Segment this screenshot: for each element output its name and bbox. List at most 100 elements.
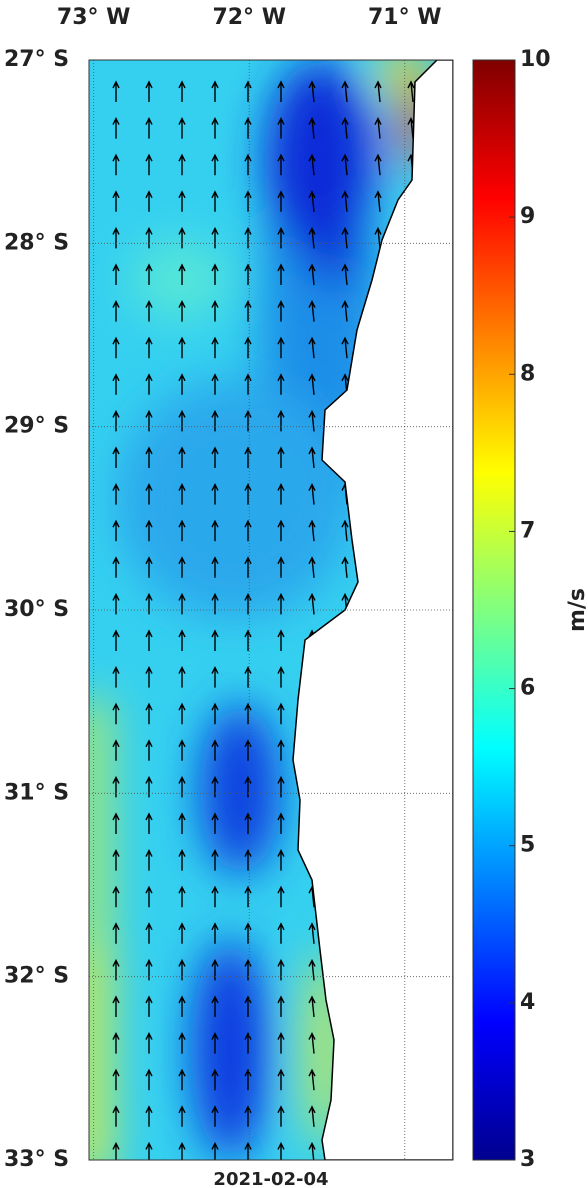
lat-label: 32° S (4, 964, 69, 989)
wind-arrow (244, 666, 252, 688)
wind-arrow (178, 1068, 186, 1091)
wind-arrow (145, 336, 153, 359)
wind-arrow (277, 80, 285, 102)
wind-arrow (277, 1032, 285, 1054)
wind-arrow (178, 1032, 186, 1054)
wind-arrow (112, 409, 120, 432)
wind-arrow (112, 556, 120, 578)
wind-arrow (244, 592, 252, 615)
wind-arrow (112, 300, 120, 322)
wind-arrow (244, 1141, 252, 1160)
wind-arrow (211, 300, 219, 322)
wind-arrow (244, 922, 252, 944)
wind-arrow (277, 300, 285, 322)
wind-arrow (211, 849, 219, 871)
wind-arrow (178, 80, 186, 102)
wind-arrow (211, 1032, 219, 1054)
wind-arrow (277, 483, 285, 505)
wind-arrow (178, 885, 186, 908)
wind-arrow (244, 519, 252, 542)
wind-arrow (341, 300, 349, 322)
wind-arrow (277, 190, 285, 212)
wind-arrow (308, 190, 316, 212)
wind-arrow (178, 1105, 186, 1127)
lat-label: 31° S (4, 780, 69, 805)
wind-arrow (112, 263, 120, 285)
wind-arrow (145, 556, 153, 578)
wind-arrow (178, 153, 186, 176)
wind-arrow (244, 629, 252, 651)
wind-arrow (178, 519, 186, 542)
wind-arrow (112, 336, 120, 359)
colorbar-tick-label: 6 (520, 676, 535, 701)
wind-arrow (277, 666, 285, 688)
wind-arrow (277, 592, 285, 615)
wind-arrow (112, 812, 120, 834)
wind-arrow (277, 812, 285, 834)
wind-arrow (178, 190, 186, 212)
wind-arrow (374, 190, 382, 212)
wind-arrow (277, 922, 285, 944)
wind-arrow (178, 483, 186, 505)
wind-arrow (145, 739, 153, 761)
wind-arrow (112, 373, 120, 395)
wind-arrow (244, 446, 252, 468)
wind-arrow (145, 775, 153, 798)
wind-arrow (277, 885, 285, 908)
wind-arrow (178, 995, 186, 1017)
colorbar-tick-label: 7 (520, 518, 535, 543)
wind-arrow (112, 519, 120, 542)
wind-arrow (178, 666, 186, 688)
wind-arrow (145, 922, 153, 944)
wind-arrow (211, 153, 219, 176)
wind-arrow (308, 336, 316, 359)
wind-arrow (112, 666, 120, 688)
wind-arrow (211, 373, 219, 395)
wind-arrow (277, 153, 285, 176)
wind-arrow (112, 922, 120, 944)
wind-arrow (112, 153, 120, 176)
wind-arrow (145, 117, 153, 139)
wind-arrow (145, 519, 153, 542)
wind-arrow (244, 812, 252, 834)
wind-arrow (308, 373, 316, 395)
wind-arrow (112, 592, 120, 615)
wind-arrow (308, 80, 316, 103)
wind-arrow (178, 702, 186, 725)
wind-arrow (308, 556, 316, 578)
wind-arrow (341, 190, 349, 212)
wind-arrow (308, 483, 316, 505)
wind-arrow (277, 702, 285, 725)
date-label: 2021-02-04 (213, 1169, 328, 1188)
wind-arrow (211, 336, 219, 359)
wind-arrow (145, 190, 153, 212)
wind-arrow (277, 775, 285, 798)
wind-arrow (277, 1105, 285, 1127)
wind-arrow (308, 1032, 316, 1054)
wind-arrow (145, 702, 153, 725)
colorbar-tick-label: 4 (520, 990, 535, 1015)
lat-label: 28° S (4, 230, 69, 255)
colorbar-tick-label: 5 (520, 833, 535, 858)
wind-speed-field (89, 60, 453, 1160)
wind-arrow (145, 1141, 153, 1160)
wind-arrow (211, 995, 219, 1017)
wind-arrow (145, 153, 153, 176)
wind-arrow (244, 153, 252, 176)
wind-arrow (277, 226, 285, 249)
lat-label: 29° S (4, 414, 69, 439)
wind-arrow (178, 1141, 186, 1160)
lat-label: 30° S (4, 597, 69, 622)
wind-arrow (277, 739, 285, 761)
wind-arrow (211, 446, 219, 468)
wind-arrow (178, 775, 186, 798)
lon-label: 72° W (212, 5, 286, 30)
wind-arrow (112, 1141, 120, 1160)
wind-arrow (244, 117, 252, 139)
land (292, 60, 453, 1160)
wind-arrow (244, 336, 252, 359)
lon-label: 73° W (57, 5, 131, 30)
wind-arrow (112, 885, 120, 908)
wind-arrow (211, 666, 219, 688)
wind-arrow (178, 226, 186, 249)
